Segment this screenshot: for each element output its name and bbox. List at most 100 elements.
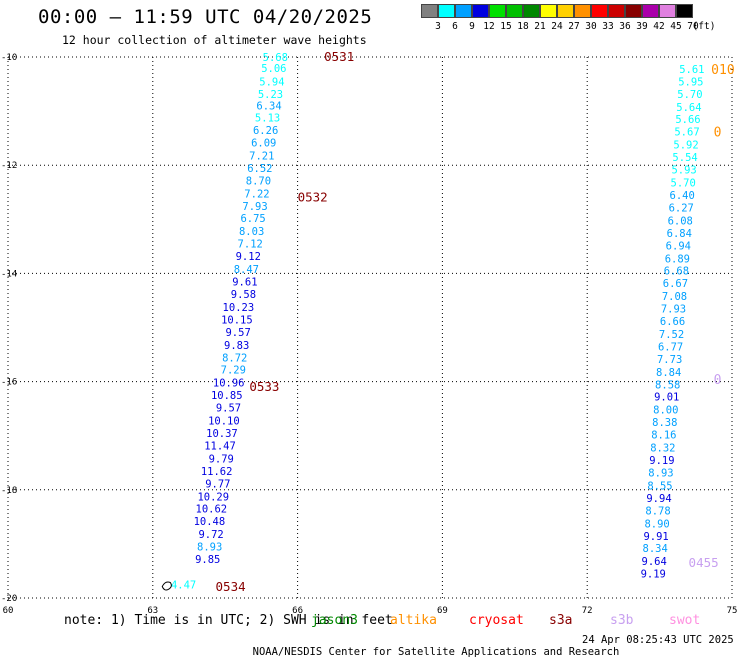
x-tick-label: 63 [147,606,158,616]
wave-height-value: 9.79 [209,453,234,465]
legend-swatch [506,4,523,18]
legend-swatch [625,4,642,18]
legend-swatch [591,4,608,18]
legend-label: 3 [435,21,441,32]
wave-height-value: 6.40 [670,190,695,202]
wave-height-value: 5.64 [676,102,701,114]
wave-height-value: 7.73 [657,354,682,366]
pass-time-label: 0532 [298,190,328,205]
legend-label: 9 [469,21,475,32]
legend-swatch [557,4,574,18]
legend-swatch [523,4,540,18]
legend-swatch [676,4,693,18]
legend-label: 33 [602,21,614,32]
note-text: note: 1) Time is in UTC; 2) SWH is in fe… [64,613,393,628]
satellite-cryosat: cryosat [469,613,524,628]
legend-swatch [489,4,506,18]
wave-height-value: 8.00 [653,405,678,417]
pass-time-label: 0534 [216,579,246,594]
wave-height-value: 9.85 [195,554,220,566]
x-tick-label: 69 [437,606,448,616]
wave-height-value: 7.93 [661,304,686,316]
wave-height-value: 10.48 [194,516,226,528]
wave-height-value: 8.93 [197,542,222,554]
legend-label: 21 [534,21,546,32]
legend-swatch [608,4,625,18]
wave-height-value: 7.21 [249,150,274,162]
legend-swatch [421,4,438,18]
wave-height-value: 8.32 [650,443,675,455]
wave-height-value: 8.72 [222,352,247,364]
edge-pass-label: 0 [714,373,722,388]
legend-unit: (ft) [692,21,716,32]
y-tick-label: -14 [1,269,17,279]
wave-height-value: 8.93 [648,467,673,479]
wave-height-value: 6.84 [667,228,692,240]
legend-label: 70 [687,21,699,32]
y-tick-label: -10 [1,53,17,63]
wave-height-value: 9.12 [236,251,261,263]
wave-height-value: 8.47 [234,264,259,276]
pass-time-label: 0533 [249,379,279,394]
footer-credit: NOAA/NESDIS Center for Satellite Applica… [252,646,620,658]
legend-label: 27 [568,21,580,32]
wave-height-value: 8.16 [651,430,676,442]
wave-height-value: 6.66 [660,316,685,328]
x-tick-label: 66 [292,606,303,616]
x-tick-label: 60 [3,606,14,616]
wave-height-value: 6.68 [664,266,689,278]
wave-height-value: 8.58 [655,379,680,391]
wave-height-value: 11.62 [201,466,233,478]
wave-height-value: 5.93 [671,165,696,177]
y-tick-label: -16 [1,378,17,388]
footer: NOAA/NESDIS Center for Satellite Applica… [240,634,734,670]
legend-label: 45 [670,21,682,32]
wave-height-value: 6.94 [666,240,691,252]
wave-height-value: 9.57 [216,403,241,415]
wave-height-value: 9.83 [224,340,249,352]
wave-height-value: 8.78 [645,505,670,517]
wave-height-value: 7.22 [244,188,269,200]
wave-height-value: 5.06 [261,63,286,75]
page-subtitle: 12 hour collection of altimeter wave hei… [62,33,367,47]
wave-height-value: 9.57 [225,327,250,339]
wave-height-value: 8.55 [647,480,672,492]
footer-timestamp: 24 Apr 08:25:43 UTC 2025 [582,634,734,646]
y-tick-label: -20 [1,594,17,604]
wave-height-value: 7.29 [221,365,246,377]
wave-height-value: 6.75 [240,213,265,225]
wave-height-value: 6.77 [658,341,683,353]
wave-height-value: 5.23 [258,89,283,101]
y-tick-label: -18 [1,486,17,496]
legend-label: 6 [452,21,458,32]
wave-height-value: 6.08 [668,215,693,227]
wave-height-value: 8.38 [652,417,677,429]
wave-height-value: 9.01 [654,392,679,404]
legend-label: 36 [619,21,631,32]
wave-height-value: 5.54 [672,152,697,164]
legend-swatch [659,4,676,18]
wave-height-value: 10.23 [223,302,255,314]
wave-height-value: 5.70 [677,89,702,101]
wave-height-value: 9.72 [198,529,223,541]
wave-height-value: 10.10 [208,416,240,428]
wave-height-value: 9.94 [646,493,671,505]
wave-height-value: 5.92 [673,140,698,152]
wave-height-value: 9.19 [649,455,674,467]
edge-pass-label: 0 [714,126,722,141]
wave-height-value: 5.95 [678,76,703,88]
wave-height-value: 5.94 [259,76,284,88]
page-title: 00:00 – 11:59 UTC 04/20/2025 [38,6,373,28]
wave-height-value: 6.67 [663,278,688,290]
legend-swatch [455,4,472,18]
legend-swatch [642,4,659,18]
pass-time-label: 0455 [689,555,719,570]
satellite-jason3: jason3 [311,613,358,628]
wave-height-value: 5.67 [674,127,699,139]
wave-height-value: 10.62 [196,504,228,516]
wave-height-value: 10.29 [197,491,229,503]
wave-height-value: 10.85 [211,390,243,402]
y-tick-label: -12 [1,161,17,171]
wave-height-value: 6.52 [247,163,272,175]
wave-height-value: 9.19 [641,569,666,581]
